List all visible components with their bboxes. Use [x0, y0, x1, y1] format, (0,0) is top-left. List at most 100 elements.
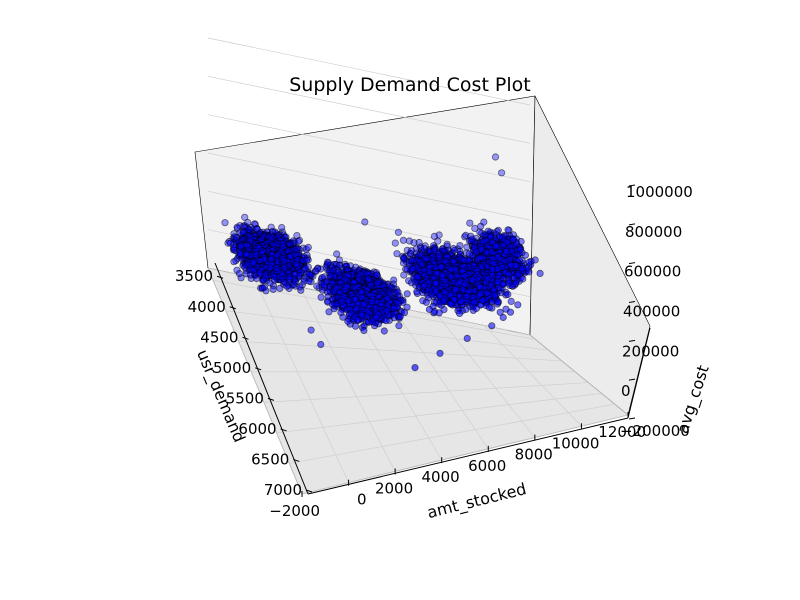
scatter-point [269, 285, 277, 293]
scatter-point [407, 247, 415, 255]
scatter-point [373, 271, 381, 279]
scatter-point [296, 283, 304, 291]
floor-grid-line [276, 393, 602, 434]
scatter-point [504, 226, 512, 234]
floor-grid-line [238, 340, 562, 362]
scatter-point [390, 276, 398, 284]
scatter-point [476, 254, 485, 262]
scatter-point [413, 273, 421, 281]
scatter-point [232, 233, 240, 241]
scatter-point [305, 270, 314, 278]
floor-grid-line [483, 325, 582, 427]
scatter-point [270, 276, 278, 284]
scatter-point [317, 293, 325, 301]
scatter-point [260, 276, 268, 284]
scatter-point [256, 256, 264, 265]
scatter-point [272, 264, 280, 272]
scatter-point [509, 235, 517, 243]
back-grid-line [207, 75, 531, 144]
scatter-point [491, 153, 500, 161]
scatter-point [425, 268, 433, 276]
scatter-point [403, 290, 411, 298]
scatter-point [478, 246, 486, 254]
scatter-point [327, 271, 335, 280]
scatter-point [283, 282, 291, 290]
scatter-point [400, 255, 408, 263]
scatter-point [300, 277, 308, 285]
floor-grid-line [263, 382, 589, 403]
scatter-point [236, 242, 244, 250]
scatter-point [391, 239, 399, 247]
scatter-point [334, 268, 342, 276]
scatter-point [323, 288, 331, 296]
scatter-point [410, 239, 418, 247]
scatter-point [302, 256, 311, 264]
scatter-point [342, 283, 350, 291]
scatter-point [292, 245, 300, 253]
scatter-point [456, 242, 464, 250]
scatter-point [252, 251, 260, 259]
scatter-point [423, 254, 431, 263]
scatter-point [277, 269, 286, 277]
scatter-point [441, 257, 449, 265]
scatter-point [420, 244, 428, 253]
scatter-point [246, 271, 255, 279]
scatter-point [418, 260, 426, 268]
scatter-point [466, 219, 474, 227]
scatter-point [276, 284, 284, 292]
scatter-point [481, 231, 489, 239]
scatter-point [465, 250, 473, 258]
scatter-point [503, 238, 511, 246]
scatter-point [450, 246, 459, 254]
back-grid-line [207, 37, 531, 106]
scatter-point [430, 232, 438, 240]
scatter-point [249, 259, 257, 267]
scatter-point [268, 234, 276, 242]
scatter-point [285, 275, 293, 283]
scatter-point [256, 269, 264, 277]
scatter-point [394, 228, 402, 236]
scatter-point [291, 278, 300, 286]
floor-grid-line [437, 315, 536, 438]
scatter-point [399, 236, 407, 244]
floor-grid-line [391, 306, 489, 450]
scatter-point [235, 269, 243, 278]
scatter-point [497, 169, 506, 177]
scatter-point [460, 256, 468, 264]
scatter-point [280, 257, 288, 265]
scatter-point [408, 265, 417, 273]
scatter-point [434, 250, 443, 259]
scatter-point [267, 255, 275, 264]
scatter-point [341, 275, 349, 283]
scatter-point [221, 219, 229, 227]
floor-grid-line [207, 267, 303, 495]
scatter-point [230, 258, 238, 266]
back-grid-line [207, 152, 531, 221]
scatter-point [279, 243, 287, 251]
back-grid-line [207, 114, 531, 183]
floor-grid-line [289, 403, 615, 464]
scatter-point [260, 283, 268, 291]
scatter-point [516, 246, 525, 254]
scatter-point [437, 263, 445, 271]
scatter-point [241, 213, 249, 221]
scatter-point [333, 250, 341, 258]
floor-grid-line [301, 414, 629, 495]
scatter-point [373, 279, 381, 287]
scatter-point [266, 264, 274, 272]
scatter-point [242, 250, 250, 258]
scatter-point [230, 243, 238, 251]
scatter-point [304, 243, 312, 251]
floor-grid-line [253, 277, 349, 483]
floor-grid-line [299, 286, 396, 472]
scatter-points [221, 153, 544, 372]
scatter-point [278, 224, 286, 232]
scatter-point [480, 218, 488, 226]
scatter-point [468, 235, 476, 243]
scatter-point [292, 260, 300, 268]
floor-grid-line [529, 334, 629, 416]
grid-lines [207, 37, 629, 495]
scatter-point [240, 228, 248, 236]
scatter-point [488, 238, 496, 246]
